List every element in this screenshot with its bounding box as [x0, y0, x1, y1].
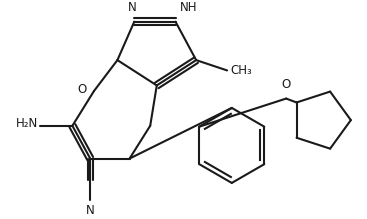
Text: N: N: [86, 205, 95, 217]
Text: CH₃: CH₃: [231, 64, 252, 77]
Text: H₂N: H₂N: [15, 117, 38, 130]
Text: O: O: [77, 83, 87, 96]
Text: O: O: [281, 78, 291, 91]
Text: NH: NH: [180, 1, 198, 14]
Text: N: N: [128, 1, 137, 14]
